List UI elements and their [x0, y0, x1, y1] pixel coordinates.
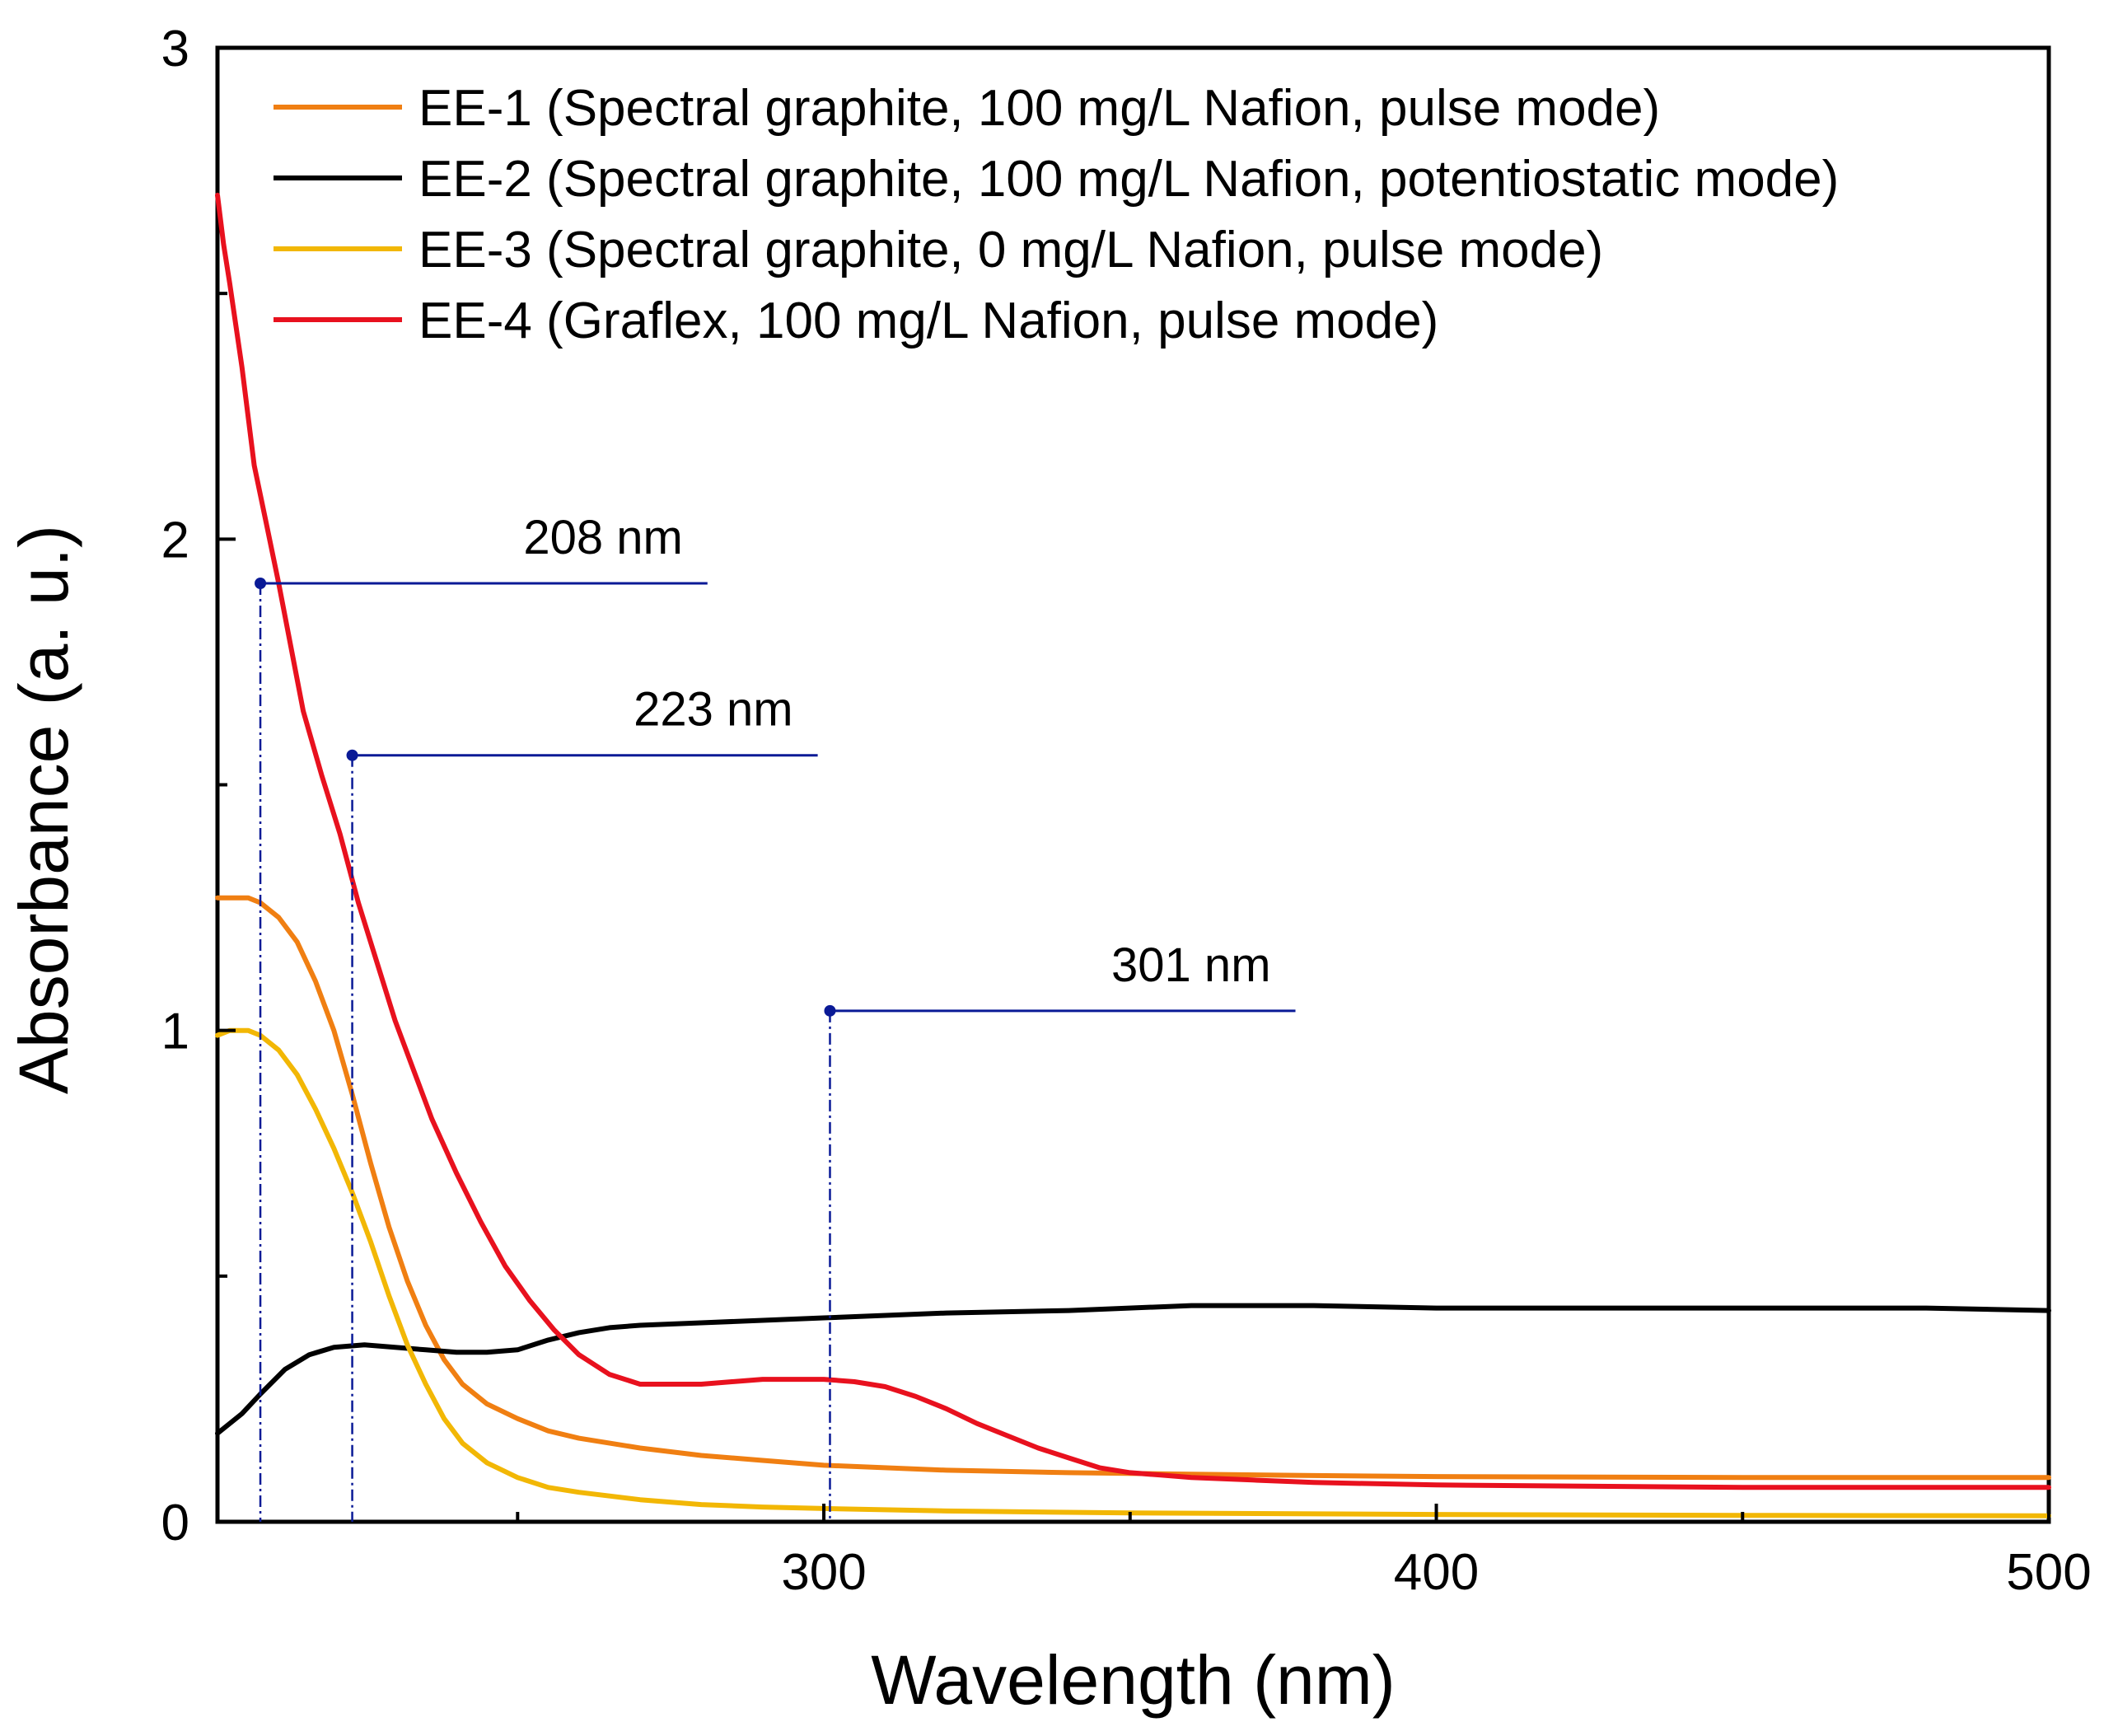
x-tick-label: 500: [2006, 1544, 2091, 1601]
series-line-ee-3: [215, 1027, 2051, 1518]
series-line-ee-1: [215, 895, 2051, 1481]
x-tick-label: 300: [781, 1544, 866, 1601]
y-tick-label: 0: [161, 1495, 189, 1551]
series-line-ee-2: [215, 1303, 2051, 1436]
legend: EE-1 (Spectral graphite, 100 mg/L Nafion…: [274, 80, 1839, 349]
annotation-label: 301 nm: [1111, 938, 1270, 992]
series-layer: [215, 192, 2051, 1518]
legend-label-ee-4: EE-4 (Graflex, 100 mg/L Nafion, pulse mo…: [418, 292, 1438, 349]
annotation-marker: [346, 749, 358, 761]
series-line-ee-4: [215, 192, 2051, 1490]
ticks-layer: 300 400 500 0 1 2 3: [161, 21, 2092, 1601]
annotation-marker: [255, 578, 267, 590]
legend-label-ee-3: EE-3 (Spectral graphite, 0 mg/L Nafion, …: [418, 222, 1603, 278]
legend-label-ee-1: EE-1 (Spectral graphite, 100 mg/L Nafion…: [418, 80, 1660, 137]
annotation-label: 208 nm: [523, 511, 682, 564]
x-axis-title: Wavelength (nm): [871, 1641, 1395, 1719]
legend-label-ee-2: EE-2 (Spectral graphite, 100 mg/L Nafion…: [418, 151, 1839, 208]
y-tick-label: 2: [161, 512, 189, 569]
x-tick-label: 400: [1394, 1544, 1479, 1601]
annotation-layer: 208 nm 223 nm 301 nm: [255, 511, 1296, 1522]
y-tick-label: 1: [161, 1004, 189, 1060]
annotation-label: 223 nm: [634, 683, 793, 737]
y-axis-title: Absorbance (a. u.): [5, 525, 82, 1094]
y-tick-label: 3: [161, 21, 189, 77]
annotation-marker: [824, 1004, 836, 1017]
